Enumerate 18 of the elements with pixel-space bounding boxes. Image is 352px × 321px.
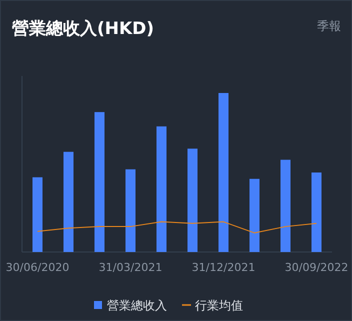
- chart-title: 營業總收入(HKD): [12, 19, 154, 39]
- bar: [250, 178, 260, 252]
- bar: [64, 152, 74, 252]
- x-tick-label: 30/06/2020: [6, 261, 70, 274]
- legend-label: 營業總收入: [107, 298, 167, 312]
- bar: [218, 93, 228, 252]
- bar: [188, 148, 198, 252]
- bar: [126, 169, 136, 252]
- x-tick-label: 30/09/2022: [284, 261, 348, 274]
- x-tick-label: 31/12/2021: [192, 261, 256, 274]
- bar: [280, 160, 290, 252]
- bar: [94, 112, 104, 252]
- bar: [156, 126, 166, 252]
- bar: [312, 172, 322, 252]
- legend-label: 行業均值: [195, 298, 243, 312]
- bar: [32, 177, 42, 252]
- chart-subtitle: 季報: [317, 19, 341, 33]
- x-tick-label: 31/03/2021: [98, 261, 162, 274]
